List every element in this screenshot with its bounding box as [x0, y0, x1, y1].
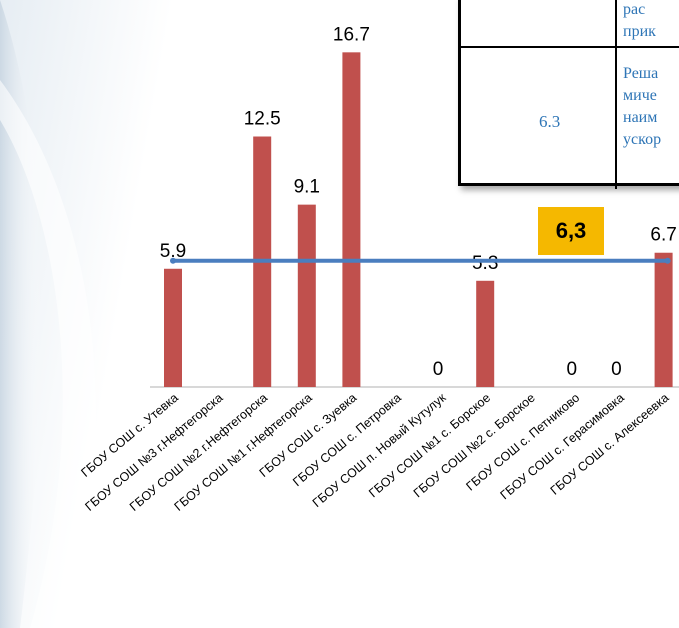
table-row2-line: ускор	[623, 131, 662, 148]
table-row2-line: миче	[623, 87, 657, 104]
data-label: 12.5	[244, 109, 281, 130]
table-row1-line: рас	[623, 1, 646, 18]
info-table: рас прик 6.3 Реша миче наим ускор	[458, 0, 679, 189]
data-label: 0	[611, 359, 622, 380]
bar	[476, 280, 495, 387]
data-label: 5.3	[472, 253, 498, 274]
bar	[342, 52, 361, 388]
table-cell-left-row1	[461, 0, 617, 46]
data-label: 6.7	[650, 225, 676, 246]
bar	[164, 268, 182, 387]
data-label: 9.1	[294, 177, 320, 198]
table-cell-left-row2	[461, 48, 617, 189]
table-row-separator	[461, 46, 679, 48]
table-row2-text: Реша миче наим ускор	[623, 63, 661, 151]
table-row1-line: прик	[623, 23, 656, 40]
table-row2-value: 6.3	[539, 112, 561, 131]
average-line-start-marker	[170, 257, 176, 264]
table-row2-line: Реша	[623, 65, 659, 82]
data-label: 0	[567, 359, 578, 380]
data-label: 5.9	[160, 241, 186, 262]
average-line-end-marker	[664, 257, 671, 264]
bar	[297, 204, 316, 387]
table-row2-line: наим	[623, 109, 658, 126]
average-badge: 6,3	[538, 207, 604, 255]
table-row1-text: рас прик	[623, 0, 656, 43]
data-label: 0	[433, 359, 444, 380]
data-label: 16.7	[333, 24, 370, 45]
bar	[654, 252, 673, 387]
